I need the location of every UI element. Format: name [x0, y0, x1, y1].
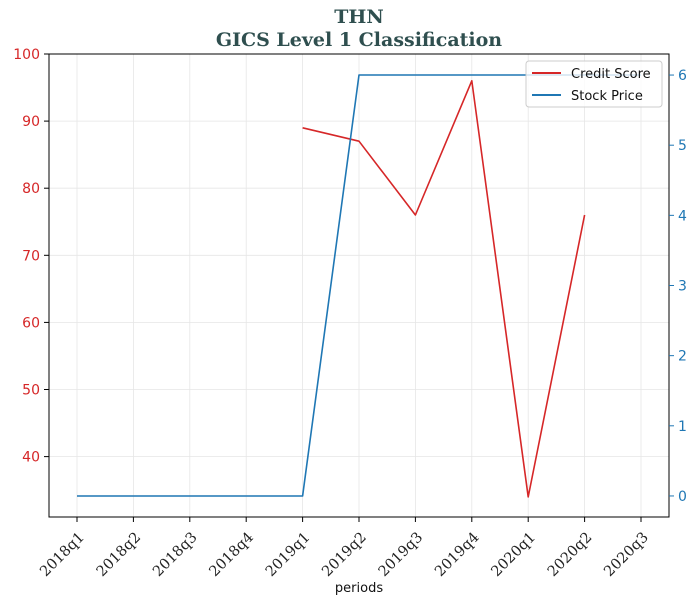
left-axis-tick-label: 80 [22, 181, 40, 197]
x-axis-tick-label: 2018q4 [207, 530, 258, 581]
left-axis: 40 50 60 70 80 90 100 [13, 47, 49, 466]
left-axis-tick-label: 40 [22, 450, 40, 466]
x-axis-tick-label: 2018q1 [37, 530, 88, 581]
left-axis-tick-label: 50 [22, 383, 40, 399]
x-axis-tick-label: 2019q1 [263, 530, 314, 581]
right-axis: 0 1 2 3 4 5 6 [669, 68, 687, 505]
right-axis-tick-label: 3 [678, 279, 687, 295]
legend-label: Credit Score [571, 67, 651, 82]
x-axis-tick-label: 2018q3 [150, 530, 201, 581]
left-axis-tick-label: 90 [22, 114, 40, 130]
x-axis: 2018q1 2018q2 2018q3 2018q4 2019q1 2019q2 2019… [37, 517, 652, 580]
x-axis-tick-label: 2020q3 [601, 530, 652, 581]
left-axis-tick-label: 100 [13, 47, 40, 63]
chart-title: THN [334, 6, 383, 28]
x-axis-tick-label: 2019q3 [376, 530, 427, 581]
right-axis-tick-label: 4 [678, 208, 687, 224]
legend-label: Stock Price [571, 89, 643, 104]
left-axis-tick-label: 60 [22, 315, 40, 331]
right-axis-tick-label: 0 [678, 489, 687, 505]
left-axis-tick-label: 70 [22, 248, 40, 264]
x-axis-tick-label: 2019q4 [432, 530, 483, 581]
x-axis-tick-label: 2020q1 [489, 530, 540, 581]
grid-layer [49, 53, 669, 517]
x-axis-tick-label: 2020q2 [545, 530, 596, 581]
right-axis-tick-label: 1 [678, 419, 687, 435]
legend: Credit Score Stock Price [525, 60, 663, 108]
right-axis-tick-label: 5 [678, 138, 687, 154]
series-line-credit-score [302, 80, 586, 498]
x-axis-tick-label: 2018q2 [94, 530, 145, 581]
right-axis-tick-label: 2 [678, 349, 687, 365]
right-axis-tick-label: 6 [678, 68, 687, 84]
x-axis-label: periods [335, 581, 383, 596]
chart-subtitle: GICS Level 1 Classification [216, 29, 502, 51]
x-axis-tick-label: 2019q2 [319, 530, 370, 581]
